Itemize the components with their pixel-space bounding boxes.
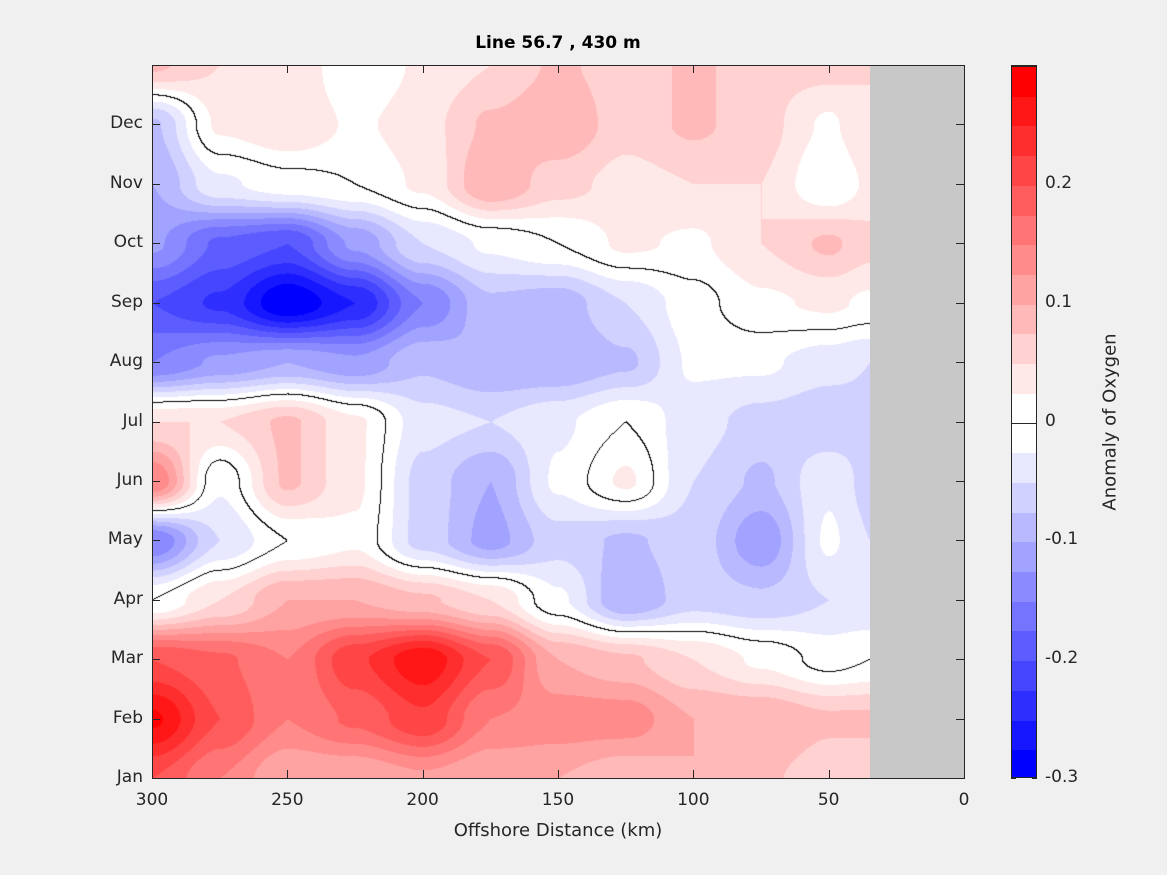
y-tick-right (956, 659, 964, 661)
x-tick-label: 100 (677, 790, 710, 810)
colorbar-level (1012, 422, 1036, 454)
colorbar-level (1012, 630, 1036, 662)
y-tick-label: Jun (116, 469, 143, 490)
x-tick (152, 770, 153, 778)
y-tick-right (956, 124, 964, 126)
y-tick (152, 778, 160, 779)
y-tick-label: Feb (112, 707, 143, 728)
y-tick-label: Mar (110, 648, 143, 669)
colorbar-level (1012, 66, 1036, 97)
y-tick-label: Aug (109, 351, 143, 372)
x-tick (693, 770, 695, 778)
y-tick-right (956, 540, 964, 542)
colorbar-tick (1032, 778, 1037, 779)
y-tick (152, 124, 160, 126)
colorbar (1011, 65, 1037, 778)
colorbar-level (1012, 244, 1036, 275)
x-tick-top (828, 65, 830, 73)
y-tick-label: Nov (109, 172, 143, 193)
y-tick (152, 718, 160, 720)
y-tick-label: Oct (113, 232, 143, 253)
y-tick (152, 421, 160, 423)
x-tick (964, 770, 965, 778)
x-axis-label: Offshore Distance (km) (453, 820, 663, 841)
colorbar-tick-label: -0.3 (1045, 767, 1079, 787)
y-tick-right (956, 480, 964, 482)
y-tick-right (956, 778, 964, 779)
x-tick-label: 150 (541, 790, 575, 810)
y-tick-label: Sep (110, 291, 143, 312)
x-tick-label: 200 (406, 790, 439, 810)
x-tick-top (152, 65, 153, 73)
colorbar-level (1012, 333, 1036, 365)
x-tick-top (693, 65, 695, 73)
colorbar-level (1012, 541, 1036, 573)
colorbar-level (1012, 184, 1036, 216)
y-tick-label: Jul (122, 410, 143, 431)
colorbar-tick-label: 0.2 (1045, 172, 1073, 193)
y-tick (152, 659, 160, 661)
y-tick-right (956, 183, 964, 185)
x-tick-top (287, 65, 289, 73)
y-tick (152, 362, 160, 364)
plot-area (152, 65, 964, 778)
colorbar-label: Anomaly of Oxygen (1099, 333, 1121, 511)
colorbar-tick-label: 0.1 (1045, 291, 1073, 312)
y-tick-label: Jan (116, 767, 143, 787)
colorbar-level (1012, 749, 1036, 777)
y-tick-label: May (107, 529, 143, 550)
colorbar-level (1012, 719, 1036, 751)
oxygen-anomaly-contour-field (152, 65, 870, 778)
colorbar-level (1012, 660, 1036, 691)
x-tick-top (422, 65, 424, 73)
y-tick-label: Dec (110, 113, 143, 134)
colorbar-level (1012, 689, 1036, 721)
colorbar-level (1012, 571, 1036, 602)
y-tick-right (956, 362, 964, 364)
y-tick-right (956, 243, 964, 245)
colorbar-level (1012, 95, 1036, 127)
y-tick-right (956, 718, 964, 720)
chart-title: Line 56.7 , 430 m (475, 33, 641, 53)
colorbar-level (1012, 303, 1036, 335)
colorbar-level (1012, 481, 1036, 513)
y-tick (152, 480, 160, 482)
y-tick-right (956, 421, 964, 423)
colorbar-level (1012, 155, 1036, 186)
colorbar-level (1012, 273, 1036, 305)
x-tick (828, 770, 830, 778)
colorbar-tick-label: -0.2 (1045, 648, 1079, 669)
colorbar-level (1012, 392, 1036, 424)
y-tick-right (956, 302, 964, 304)
y-tick (152, 243, 160, 245)
y-tick-label: Apr (113, 588, 143, 609)
colorbar-level (1012, 452, 1036, 483)
colorbar-level (1012, 511, 1036, 543)
y-tick-right (956, 599, 964, 601)
x-tick (558, 770, 559, 778)
x-tick-top (558, 65, 559, 73)
x-tick (287, 770, 289, 778)
no-data-region (870, 65, 964, 778)
y-tick (152, 302, 160, 304)
colorbar-tick (1011, 778, 1016, 779)
colorbar-tick-label: -0.1 (1045, 529, 1079, 550)
x-tick (422, 770, 424, 778)
x-tick-label: 250 (271, 790, 304, 810)
colorbar-level (1012, 125, 1036, 157)
x-tick-label: 50 (817, 790, 840, 810)
colorbar-level (1012, 363, 1036, 394)
colorbar-level (1012, 600, 1036, 632)
y-tick (152, 183, 160, 185)
colorbar-tick-label: 0 (1045, 410, 1056, 431)
x-tick-top (964, 65, 965, 73)
x-tick-label: 0 (958, 790, 970, 810)
y-tick (152, 599, 160, 601)
y-tick (152, 540, 160, 542)
x-tick-label: 300 (135, 790, 169, 810)
colorbar-level (1012, 214, 1036, 246)
